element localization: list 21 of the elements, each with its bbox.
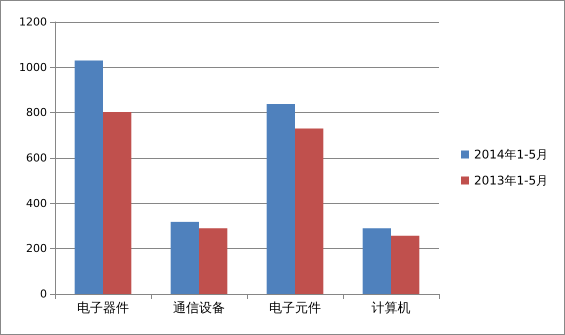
bar xyxy=(266,104,295,294)
y-tick-label: 0 xyxy=(40,288,47,300)
x-tick-label: 电子元件 xyxy=(269,301,321,316)
bar xyxy=(362,228,391,294)
x-tick-label: 计算机 xyxy=(372,301,410,316)
bar xyxy=(199,228,228,294)
legend-label: 2014年1-5月 xyxy=(474,148,548,162)
bar xyxy=(391,236,420,294)
bar xyxy=(295,128,324,294)
bar xyxy=(74,60,103,294)
y-tick-label: 1000 xyxy=(19,60,47,74)
y-tick-label: 600 xyxy=(26,152,47,164)
y-tick-label: 400 xyxy=(26,196,47,210)
legend-label: 2013年1-5月 xyxy=(474,174,548,188)
bar xyxy=(170,222,199,294)
x-tick-label: 通信设备 xyxy=(173,301,225,316)
x-tick-label: 电子器件 xyxy=(77,301,129,316)
y-tick-label: 1200 xyxy=(19,16,47,28)
y-tick-label: 800 xyxy=(26,106,47,120)
y-tick-label: 200 xyxy=(26,242,47,256)
bar xyxy=(103,112,132,294)
